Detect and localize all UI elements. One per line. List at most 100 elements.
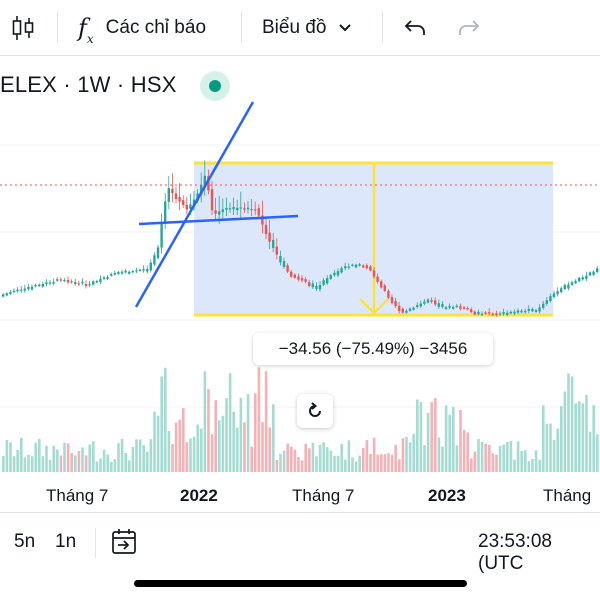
volume-bar [63, 442, 66, 472]
volume-bar [326, 447, 329, 472]
chart-type-label: Biểu đồ [262, 16, 327, 38]
volume-bar [268, 427, 271, 472]
volume-bar [16, 449, 19, 472]
candle [376, 276, 379, 282]
candle [282, 261, 286, 267]
candle [340, 268, 343, 273]
candle [408, 308, 412, 311]
trend-line[interactable] [134, 101, 255, 308]
volume-bar [156, 415, 160, 472]
horizontal-trend-line[interactable] [138, 214, 299, 226]
time-label: 2022 [180, 486, 218, 505]
volume-bar [441, 446, 444, 472]
volume-bar [264, 371, 268, 472]
candle [459, 306, 462, 309]
candle [578, 277, 581, 282]
volume-bar [416, 399, 419, 472]
price-chart[interactable] [0, 56, 600, 506]
candle [354, 264, 358, 268]
candle [567, 284, 570, 289]
candle [390, 297, 394, 303]
volume-bar [243, 422, 246, 472]
volume-bar [434, 398, 437, 472]
volume-bar [279, 453, 282, 472]
volume-bar [578, 401, 581, 472]
candle [592, 271, 595, 275]
candle [520, 310, 523, 313]
indicators-button[interactable]: fx Các chỉ báo [78, 0, 206, 55]
candle [502, 311, 505, 314]
volume-bar [92, 441, 95, 472]
candle [318, 284, 322, 290]
volume-bar [56, 449, 59, 472]
candle [153, 255, 156, 265]
volume-bar [34, 442, 37, 472]
volume-bar [333, 456, 336, 472]
chart-type-button[interactable]: Biểu đồ [262, 0, 352, 55]
volume-bar [228, 373, 232, 472]
volume-bar [570, 376, 574, 472]
range-5n-button[interactable]: 5n [14, 531, 36, 552]
candle [365, 265, 368, 269]
candle [189, 204, 192, 209]
volume-bar [470, 458, 473, 472]
chart-area[interactable] [0, 56, 600, 506]
reset-chart-button[interactable] [297, 394, 333, 428]
volume-bar [592, 405, 595, 472]
volume-bar [358, 455, 361, 472]
volume-bar [311, 442, 315, 472]
candle [264, 224, 268, 235]
candles-icon[interactable] [10, 0, 40, 55]
candle [538, 307, 541, 312]
volume-bar [52, 445, 55, 472]
volume-bar [142, 445, 145, 472]
undo-button[interactable] [403, 0, 427, 55]
volume-bar [423, 445, 426, 472]
candle [477, 311, 480, 315]
candle [333, 272, 336, 276]
market-status[interactable] [200, 71, 230, 101]
undo-icon [404, 19, 425, 35]
candle [275, 246, 278, 255]
candle [9, 291, 12, 294]
candle [466, 308, 469, 310]
volume-bar [131, 446, 135, 472]
candle [491, 313, 494, 316]
time-axis[interactable]: Tháng 7 2022 Tháng 7 2023 Tháng [0, 478, 600, 508]
volume-bar [549, 423, 552, 472]
volume-bar [214, 400, 217, 472]
volume-bar [192, 436, 196, 472]
volume-bar [365, 439, 369, 472]
candle [113, 272, 116, 275]
volume-bar [171, 444, 174, 472]
volume-bar [466, 432, 469, 472]
volume-bar [20, 437, 23, 472]
volume-bar [372, 437, 376, 472]
symbol-title[interactable]: ELEX · 1W · HSX [0, 72, 177, 97]
candle [95, 280, 98, 283]
candle [84, 284, 88, 287]
candle [351, 264, 354, 266]
volume-bar [286, 443, 289, 472]
redo-button[interactable] [457, 0, 481, 55]
clock[interactable]: 23:53:08 (UTC [478, 531, 552, 574]
volume-bar [480, 441, 484, 472]
go-to-date-button[interactable] [110, 527, 140, 563]
volume-bar [95, 461, 99, 472]
candle [221, 209, 224, 213]
volume-bar [473, 451, 477, 472]
candle [30, 286, 34, 290]
candle [185, 204, 188, 210]
volume-bar [77, 450, 81, 472]
candle [171, 188, 174, 194]
candle [441, 304, 444, 307]
volume-bar [232, 411, 235, 472]
volume-bar [250, 446, 253, 472]
volume-bar [120, 438, 124, 472]
volume-bar [293, 449, 297, 472]
range-1n-button[interactable]: 1n [55, 531, 77, 552]
volume-bar [542, 405, 545, 472]
volume-bar [221, 415, 225, 472]
volume-bar [524, 450, 527, 472]
volume-bar [491, 453, 495, 472]
